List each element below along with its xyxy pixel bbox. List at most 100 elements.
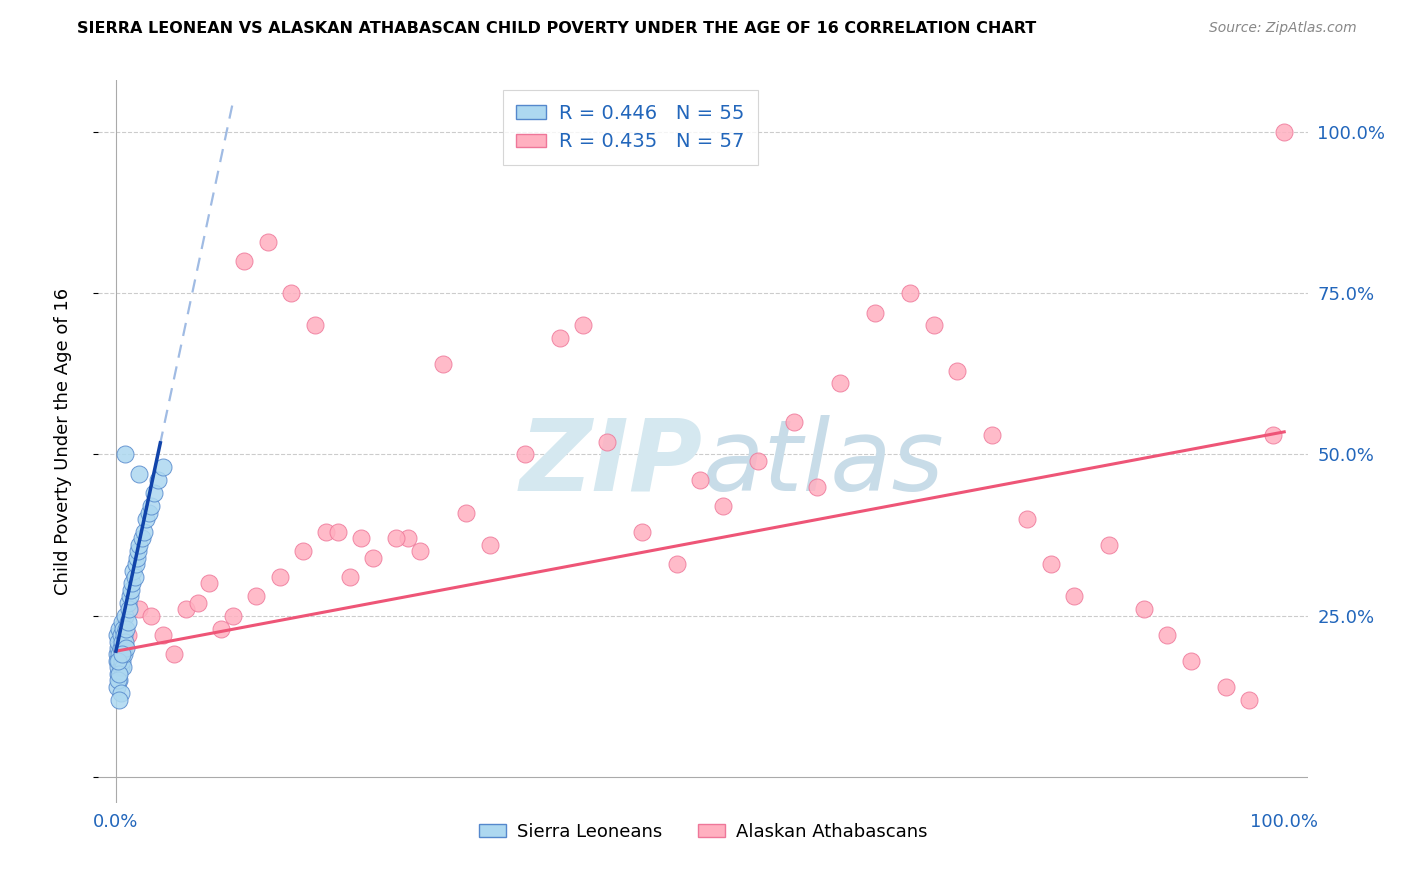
Text: atlas: atlas (703, 415, 945, 512)
Point (830, 376, 852, 391)
Point (1272, 125, 1295, 139)
Point (1156, 628, 1178, 642)
Point (432, 357, 454, 371)
Point (111, 615, 134, 630)
Point (187, 596, 209, 610)
Point (111, 634, 134, 648)
Point (132, 524, 155, 539)
Text: ZIP: ZIP (520, 415, 703, 512)
Point (630, 524, 652, 539)
Point (110, 628, 132, 642)
Point (118, 590, 141, 604)
Point (291, 544, 314, 558)
Point (548, 331, 571, 345)
Point (572, 318, 595, 333)
Point (107, 673, 129, 688)
Point (326, 524, 349, 539)
Point (865, 305, 887, 319)
Point (111, 648, 134, 662)
Point (361, 550, 384, 565)
Point (396, 531, 419, 545)
Point (108, 622, 131, 636)
Point (110, 640, 132, 655)
Point (1237, 692, 1260, 706)
Point (922, 318, 945, 333)
Point (513, 447, 536, 461)
Point (128, 538, 150, 552)
Point (806, 480, 828, 494)
Point (269, 570, 291, 584)
Point (125, 557, 148, 571)
Point (108, 654, 131, 668)
Point (107, 666, 129, 681)
Point (139, 499, 162, 513)
Point (107, 660, 129, 674)
Point (117, 596, 139, 610)
Point (245, 590, 267, 604)
Point (111, 640, 134, 655)
Point (114, 447, 136, 461)
Point (105, 680, 128, 694)
Point (105, 648, 128, 662)
Point (105, 654, 128, 668)
Y-axis label: Child Poverty Under the Age of 16: Child Poverty Under the Age of 16 (53, 288, 72, 595)
Point (110, 660, 132, 674)
Point (595, 434, 617, 449)
Point (304, 318, 326, 333)
Point (128, 602, 150, 616)
Point (209, 622, 232, 636)
Point (112, 628, 135, 642)
Point (139, 608, 162, 623)
Point (152, 460, 174, 475)
Point (111, 640, 134, 655)
Point (107, 640, 129, 655)
Point (665, 557, 688, 571)
Point (1133, 602, 1156, 616)
Point (108, 648, 131, 662)
Point (163, 648, 186, 662)
Point (114, 608, 136, 623)
Text: Source: ZipAtlas.com: Source: ZipAtlas.com (1209, 21, 1357, 36)
Point (143, 486, 166, 500)
Point (127, 544, 149, 558)
Point (131, 531, 153, 545)
Point (350, 531, 373, 545)
Point (118, 602, 141, 616)
Point (898, 286, 921, 301)
Point (782, 415, 804, 429)
Point (280, 286, 302, 301)
Point (713, 499, 735, 513)
Point (107, 654, 129, 668)
Point (120, 582, 142, 597)
Point (117, 628, 139, 642)
Point (747, 454, 769, 468)
Point (124, 570, 146, 584)
Point (198, 576, 221, 591)
Point (1017, 512, 1039, 526)
Point (315, 524, 337, 539)
Point (456, 506, 478, 520)
Legend: Sierra Leoneans, Alaskan Athabascans: Sierra Leoneans, Alaskan Athabascans (471, 815, 935, 848)
Point (112, 648, 135, 662)
Point (138, 506, 160, 520)
Point (256, 235, 278, 249)
Point (111, 622, 134, 636)
Point (108, 673, 131, 688)
Point (946, 363, 969, 377)
Point (339, 570, 361, 584)
Point (128, 467, 150, 481)
Point (478, 538, 501, 552)
Point (233, 254, 256, 268)
Point (108, 666, 131, 681)
Point (981, 428, 1004, 442)
Point (1215, 680, 1237, 694)
Point (125, 550, 148, 565)
Point (1261, 428, 1284, 442)
Point (111, 654, 134, 668)
Text: SIERRA LEONEAN VS ALASKAN ATHABASCAN CHILD POVERTY UNDER THE AGE OF 16 CORRELATI: SIERRA LEONEAN VS ALASKAN ATHABASCAN CHI… (77, 21, 1036, 37)
Point (689, 473, 711, 487)
Point (222, 608, 245, 623)
Point (108, 692, 131, 706)
Point (121, 576, 143, 591)
Point (135, 512, 157, 526)
